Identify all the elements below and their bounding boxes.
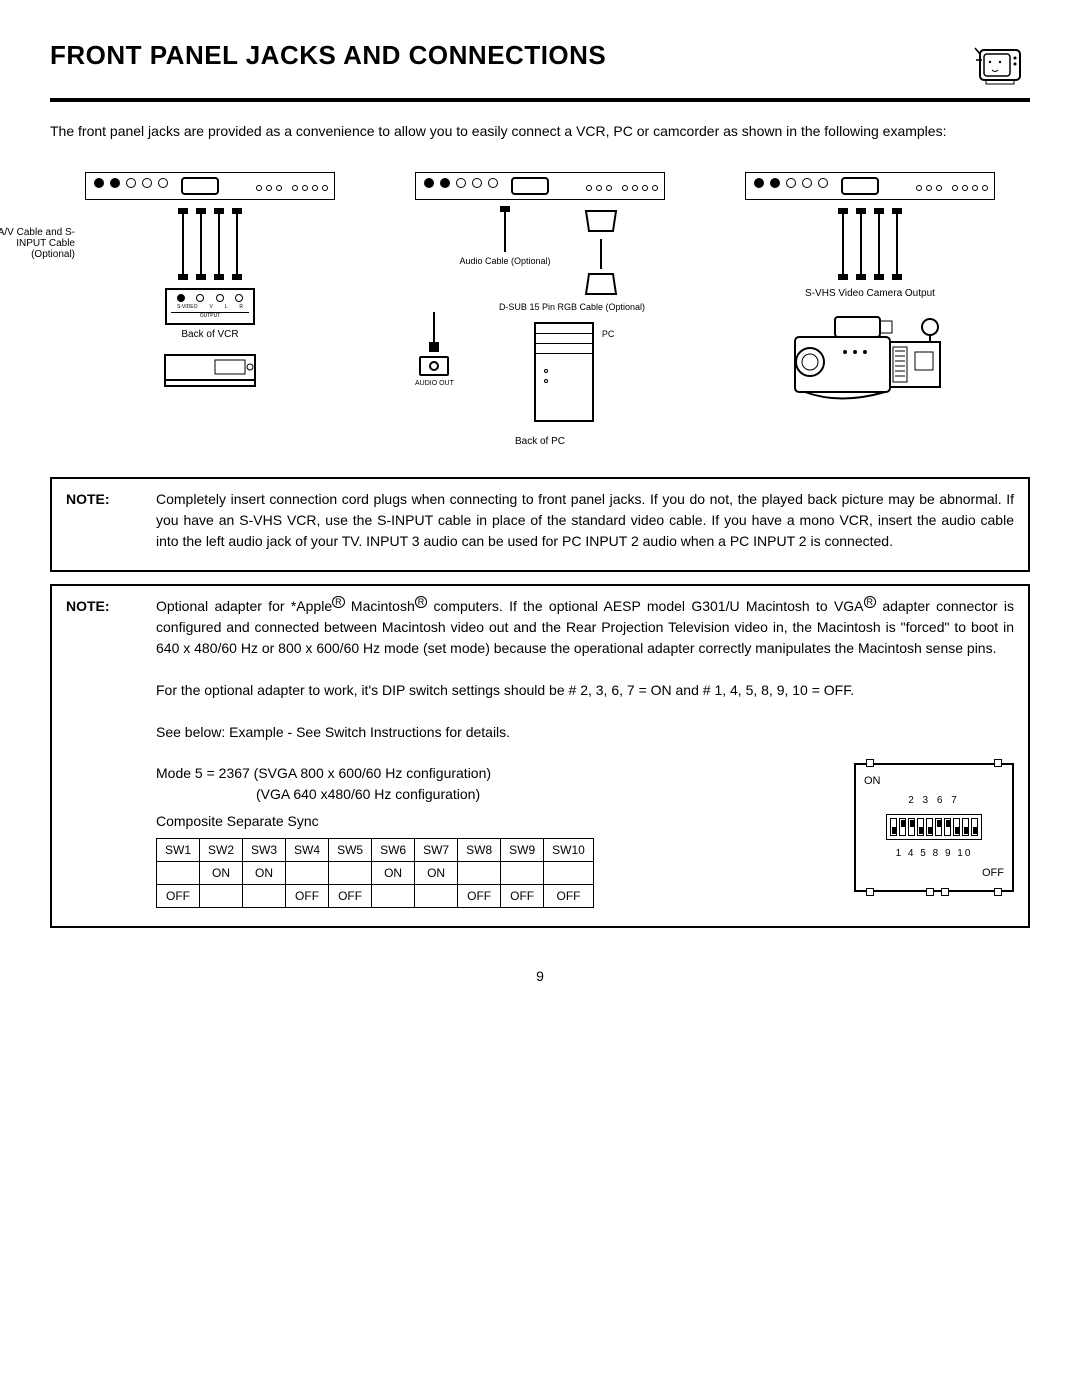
sw-on-cell (157, 861, 200, 884)
see-below: See below: Example - See Switch Instruct… (156, 724, 510, 740)
note-box-1: NOTE: Completely insert connection cord … (50, 477, 1030, 572)
sw-on-cell (329, 861, 372, 884)
page-number: 9 (50, 968, 1030, 984)
sw-header: SW8 (458, 838, 501, 861)
dip-switch (908, 818, 915, 836)
sw-header: SW9 (501, 838, 544, 861)
front-panel-strip (415, 172, 665, 200)
vcr-output-box: S-VIDEOVLR OUTPUT (165, 288, 255, 325)
sw-off-cell: OFF (501, 884, 544, 907)
sw-on-cell (286, 861, 329, 884)
registered-icon: R (864, 596, 877, 608)
note-box-2: NOTE: Optional adapter for *AppleR Macin… (50, 584, 1030, 928)
tv-mascot-icon (970, 40, 1030, 90)
page-title: FRONT PANEL JACKS AND CONNECTIONS (50, 40, 606, 71)
sw-off-cell: OFF (286, 884, 329, 907)
dip-switch (899, 818, 906, 836)
sw-off-cell (415, 884, 458, 907)
dip-switch (962, 818, 969, 836)
sw-on-cell: ON (372, 861, 415, 884)
sw-on-cell (501, 861, 544, 884)
dip-adapter-diagram: ON 2 3 6 7 1 4 5 8 9 10 OFF (854, 763, 1014, 892)
sw-on-cell: ON (243, 861, 286, 884)
sw-on-cell: ON (200, 861, 243, 884)
cam-cables (745, 208, 995, 280)
note-text-2: Optional adapter for *AppleR MacintoshR … (156, 596, 1014, 908)
dip-switch (926, 818, 933, 836)
sw-on-cell (544, 861, 594, 884)
vcr-caption: Back of VCR (85, 329, 335, 340)
dip-bot-nums: 1 4 5 8 9 10 (864, 846, 1004, 861)
dip-switch (953, 818, 960, 836)
dip-instruction: For the optional adapter to work, it's D… (156, 682, 854, 698)
audio-out-jack: AUDIO OUT (415, 312, 454, 387)
diagram-camcorder: S-VHS Video Camera Output (745, 172, 995, 447)
av-cable-label: A/V Cable and S-INPUT Cable (Optional) (0, 227, 75, 260)
registered-icon: R (332, 596, 345, 608)
intro-text: The front panel jacks are provided as a … (50, 122, 1030, 142)
sw-off-cell: OFF (458, 884, 501, 907)
vga-label: D-SUB 15 Pin RGB Cable (Optional) (415, 302, 645, 312)
front-panel-strip (85, 172, 335, 200)
sw-on-cell (458, 861, 501, 884)
pc-caption: Back of PC (415, 436, 665, 447)
pc-tower-icon: PC (534, 322, 594, 422)
sw-header: SW6 (372, 838, 415, 861)
dip-switch (971, 818, 978, 836)
connection-diagrams: A/V Cable and S-INPUT Cable (Optional) (50, 172, 1030, 447)
sw-header: SW2 (200, 838, 243, 861)
mode-line-1: Mode 5 = 2367 (SVGA 800 x 600/60 Hz conf… (156, 763, 824, 784)
switch-table-block: Mode 5 = 2367 (SVGA 800 x 600/60 Hz conf… (156, 763, 824, 908)
sw-on-cell: ON (415, 861, 458, 884)
switch-table: SW1SW2SW3SW4SW5SW6SW7SW8SW9SW10 ONONONON… (156, 838, 594, 908)
note-label: NOTE: (66, 489, 136, 552)
diagram-pc: Audio Cable (Optional) D-SUB 15 Pin RGB … (415, 172, 665, 447)
sw-off-cell (372, 884, 415, 907)
diagram-vcr: A/V Cable and S-INPUT Cable (Optional) (85, 172, 335, 447)
sw-off-cell: OFF (544, 884, 594, 907)
audio-cable: Audio Cable (Optional) (459, 206, 550, 270)
vga-cable (581, 206, 621, 302)
dip-switch (935, 818, 942, 836)
front-panel-strip (745, 172, 995, 200)
sw-header: SW10 (544, 838, 594, 861)
sw-header: SW7 (415, 838, 458, 861)
dip-switch (944, 818, 951, 836)
cam-caption: S-VHS Video Camera Output (745, 288, 995, 299)
registered-icon: R (415, 596, 428, 608)
note-text: Completely insert connection cord plugs … (156, 489, 1014, 552)
sw-header: SW5 (329, 838, 372, 861)
sync-label: Composite Separate Sync (156, 811, 824, 832)
vcr-cables (85, 208, 335, 280)
sw-off-cell: OFF (157, 884, 200, 907)
sw-header: SW3 (243, 838, 286, 861)
vcr-device-icon (160, 350, 260, 390)
dip-top-nums: 2 3 6 7 (864, 793, 1004, 808)
dip-off-label: OFF (864, 865, 1004, 882)
sw-header: SW4 (286, 838, 329, 861)
note-label: NOTE: (66, 596, 136, 908)
dip-switches (886, 814, 982, 840)
sw-header: SW1 (157, 838, 200, 861)
sw-off-cell (200, 884, 243, 907)
dip-switch (917, 818, 924, 836)
sw-off-cell (243, 884, 286, 907)
camcorder-icon (785, 307, 955, 407)
dip-switch (890, 818, 897, 836)
sw-off-cell: OFF (329, 884, 372, 907)
header: FRONT PANEL JACKS AND CONNECTIONS (50, 40, 1030, 102)
mode-line-2: (VGA 640 x480/60 Hz configuration) (156, 784, 824, 805)
dip-on-label: ON (864, 773, 1004, 790)
